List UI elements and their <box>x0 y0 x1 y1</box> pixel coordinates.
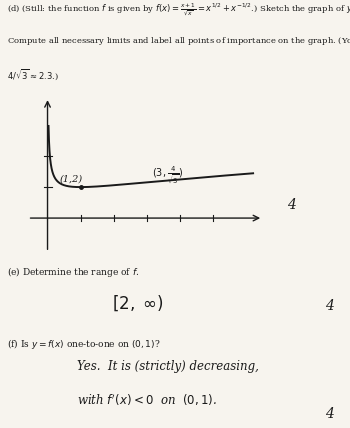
Text: (e) Determine the range of $f$.: (e) Determine the range of $f$. <box>7 265 139 279</box>
Text: (1,2): (1,2) <box>59 175 82 184</box>
Text: (f) Is $y = f(x)$ one-to-one on $(0, 1)$?: (f) Is $y = f(x)$ one-to-one on $(0, 1)$… <box>7 337 161 351</box>
Text: Yes.  It is (strictly) decreasing,: Yes. It is (strictly) decreasing, <box>77 360 259 373</box>
Text: $[2,\ \infty)$: $[2,\ \infty)$ <box>112 294 164 313</box>
Text: $(3, \frac{4}{\sqrt{3}})$: $(3, \frac{4}{\sqrt{3}})$ <box>152 164 183 186</box>
Text: 4: 4 <box>326 299 334 313</box>
Text: with $f'(x) < 0$  on  $(0, 1)$.: with $f'(x) < 0$ on $(0, 1)$. <box>77 392 217 408</box>
Text: $4/\sqrt{3} \approx 2.3$.): $4/\sqrt{3} \approx 2.3$.) <box>7 67 59 82</box>
Text: 4: 4 <box>287 199 296 212</box>
Text: (d) (Still: the function $f$ is given by $f(x) = \frac{x+1}{\sqrt{x}} = x^{1/2} : (d) (Still: the function $f$ is given by… <box>7 2 350 18</box>
Text: Compute all necessary limits and label all points of importance on the graph. (Y: Compute all necessary limits and label a… <box>7 34 350 47</box>
Text: 4: 4 <box>326 407 334 421</box>
